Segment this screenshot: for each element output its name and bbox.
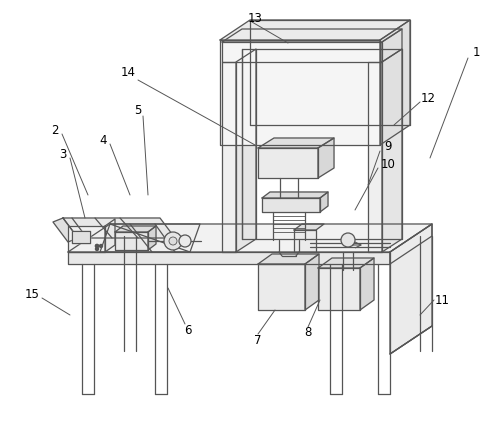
Polygon shape bbox=[319, 192, 327, 212]
Polygon shape bbox=[68, 224, 431, 252]
Polygon shape bbox=[305, 254, 318, 310]
Polygon shape bbox=[148, 226, 156, 250]
Text: 12: 12 bbox=[420, 91, 435, 105]
Polygon shape bbox=[381, 49, 401, 252]
Text: 1: 1 bbox=[471, 45, 479, 58]
Circle shape bbox=[95, 245, 98, 248]
Polygon shape bbox=[221, 29, 401, 42]
Polygon shape bbox=[72, 231, 90, 243]
Text: 15: 15 bbox=[25, 288, 40, 302]
Polygon shape bbox=[258, 148, 317, 178]
Text: 10: 10 bbox=[380, 158, 395, 172]
Text: 7: 7 bbox=[254, 333, 261, 347]
Polygon shape bbox=[68, 226, 105, 252]
Text: 9: 9 bbox=[383, 141, 391, 154]
Text: 2: 2 bbox=[51, 124, 59, 136]
Polygon shape bbox=[379, 20, 409, 145]
Polygon shape bbox=[68, 252, 389, 264]
Polygon shape bbox=[389, 224, 431, 354]
Circle shape bbox=[95, 245, 98, 248]
Circle shape bbox=[99, 245, 102, 248]
Polygon shape bbox=[219, 40, 379, 145]
Polygon shape bbox=[262, 198, 319, 212]
Polygon shape bbox=[317, 258, 373, 268]
Polygon shape bbox=[53, 218, 78, 242]
Polygon shape bbox=[219, 20, 409, 40]
Polygon shape bbox=[258, 138, 333, 148]
Polygon shape bbox=[317, 268, 359, 310]
Polygon shape bbox=[235, 49, 256, 252]
Circle shape bbox=[340, 233, 354, 247]
Polygon shape bbox=[115, 226, 156, 232]
Polygon shape bbox=[258, 254, 318, 264]
Circle shape bbox=[95, 248, 98, 251]
Text: 5: 5 bbox=[134, 103, 141, 117]
Text: 3: 3 bbox=[59, 148, 67, 161]
Text: 11: 11 bbox=[434, 293, 448, 306]
Circle shape bbox=[179, 235, 190, 247]
Polygon shape bbox=[258, 264, 305, 310]
Text: 4: 4 bbox=[99, 133, 107, 146]
Text: 13: 13 bbox=[247, 12, 262, 24]
Polygon shape bbox=[317, 138, 333, 178]
Polygon shape bbox=[100, 224, 199, 252]
Polygon shape bbox=[115, 232, 148, 250]
Polygon shape bbox=[221, 42, 381, 62]
Polygon shape bbox=[105, 219, 115, 252]
Polygon shape bbox=[262, 192, 327, 198]
Text: 14: 14 bbox=[120, 66, 135, 79]
Circle shape bbox=[164, 232, 182, 250]
Circle shape bbox=[169, 237, 177, 245]
Text: 6: 6 bbox=[184, 323, 191, 336]
Polygon shape bbox=[221, 62, 235, 252]
Polygon shape bbox=[63, 218, 175, 238]
Polygon shape bbox=[381, 29, 401, 62]
Polygon shape bbox=[359, 258, 373, 310]
Text: 8: 8 bbox=[304, 326, 311, 339]
Polygon shape bbox=[389, 224, 431, 264]
Polygon shape bbox=[294, 224, 323, 230]
Polygon shape bbox=[294, 230, 315, 252]
Polygon shape bbox=[367, 62, 381, 252]
